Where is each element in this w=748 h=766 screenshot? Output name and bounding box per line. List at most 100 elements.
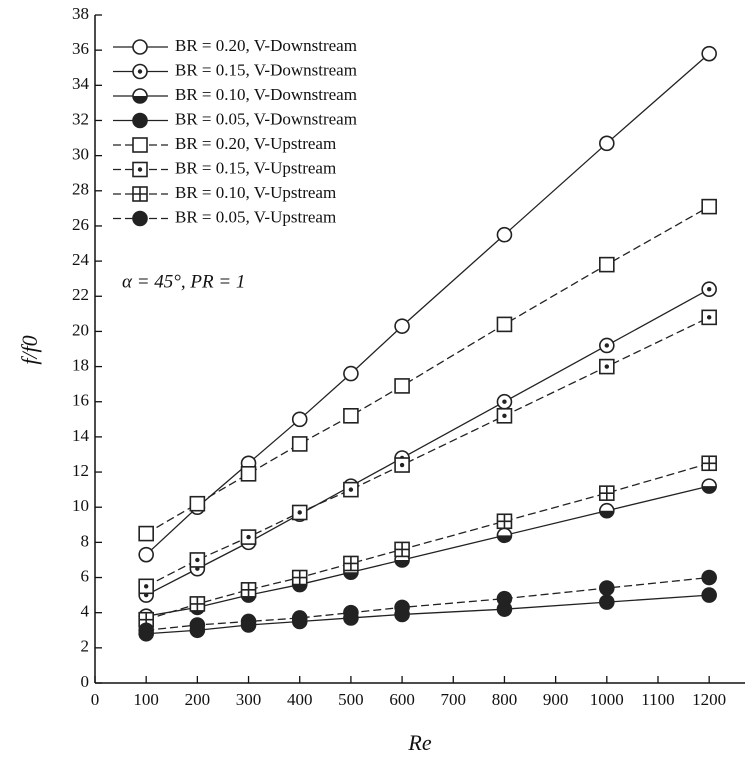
marker-shape xyxy=(343,604,359,621)
marker-half xyxy=(292,584,307,592)
x-tick-label: 1200 xyxy=(692,690,726,709)
marker xyxy=(132,161,148,178)
marker xyxy=(240,466,257,482)
marker xyxy=(496,226,513,243)
y-tick-label: 10 xyxy=(72,496,89,515)
legend-label: BR = 0.20, V-Downstream xyxy=(175,36,357,55)
marker xyxy=(291,504,308,521)
y-tick-label: 36 xyxy=(72,39,89,58)
marker-shape xyxy=(138,622,154,639)
marker-half xyxy=(395,559,410,567)
y-tick-label: 8 xyxy=(81,531,90,550)
marker-dot xyxy=(195,557,200,563)
marker-half xyxy=(599,510,614,518)
series-line xyxy=(146,576,710,631)
marker-shape xyxy=(291,411,308,428)
marker-cross xyxy=(133,187,147,201)
marker-half xyxy=(133,96,147,103)
legend-label: BR = 0.10, V-Downstream xyxy=(175,85,357,104)
marker-shape xyxy=(394,378,410,394)
marker-half xyxy=(497,535,512,543)
marker-shape xyxy=(496,226,513,243)
y-tick-label: 6 xyxy=(81,566,90,585)
marker-cross xyxy=(190,596,205,611)
marker-cross xyxy=(497,514,512,529)
marker-shape xyxy=(132,112,148,129)
marker xyxy=(701,198,717,215)
marker xyxy=(291,569,308,586)
marker xyxy=(599,358,615,375)
legend-label: BR = 0.15, V-Upstream xyxy=(175,158,336,177)
marker-cross xyxy=(599,486,614,501)
x-tick-label: 200 xyxy=(185,690,211,709)
y-tick-label: 38 xyxy=(72,4,89,23)
marker-cross xyxy=(702,456,717,471)
marker xyxy=(189,596,206,612)
marker xyxy=(599,135,615,152)
marker xyxy=(394,318,410,334)
y-tick-label: 14 xyxy=(72,426,90,445)
marker xyxy=(394,378,410,394)
marker xyxy=(496,590,513,607)
y-tick-label: 32 xyxy=(72,109,89,128)
series-line xyxy=(145,316,710,587)
marker xyxy=(132,88,148,104)
marker-shape xyxy=(291,436,308,452)
marker-shape xyxy=(394,599,410,616)
marker-dot xyxy=(246,534,251,540)
marker xyxy=(132,137,148,153)
marker xyxy=(496,407,513,424)
marker-shape xyxy=(701,569,717,586)
marker-dot xyxy=(604,364,610,369)
marker xyxy=(701,309,717,326)
x-tick-label: 700 xyxy=(441,690,467,709)
series-line xyxy=(145,288,710,596)
marker-shape xyxy=(701,45,717,62)
marker xyxy=(701,587,717,603)
marker-shape xyxy=(599,580,615,596)
marker-dot xyxy=(706,287,712,292)
marker-shape xyxy=(138,546,154,563)
y-tick-label: 12 xyxy=(72,461,89,480)
marker-dot xyxy=(604,343,610,348)
x-axis-label: Re xyxy=(407,730,431,755)
marker xyxy=(138,578,154,595)
x-tick-label: 1000 xyxy=(590,690,624,709)
marker xyxy=(138,622,154,639)
marker-shape xyxy=(132,137,148,153)
marker xyxy=(599,502,615,519)
marker xyxy=(496,316,513,333)
marker xyxy=(701,569,717,586)
marker-shape xyxy=(240,466,257,482)
marker-dot xyxy=(137,69,143,74)
series-line xyxy=(145,53,710,556)
x-tick-label: 500 xyxy=(338,690,364,709)
marker xyxy=(599,485,615,501)
marker-shape xyxy=(189,495,206,512)
marker xyxy=(701,45,717,62)
marker-shape xyxy=(701,587,717,603)
marker xyxy=(138,546,154,563)
marker-dot xyxy=(297,510,302,515)
y-tick-label: 30 xyxy=(72,145,89,164)
marker xyxy=(189,617,206,633)
marker xyxy=(138,525,154,542)
marker xyxy=(189,552,206,568)
marker xyxy=(240,613,257,630)
marker-dot xyxy=(137,167,143,172)
y-tick-label: 22 xyxy=(72,285,89,304)
marker xyxy=(343,365,359,382)
marker-shape xyxy=(132,210,148,227)
legend-label: BR = 0.05, V-Upstream xyxy=(175,207,336,226)
x-tick-label: 600 xyxy=(389,690,415,709)
legend-label: BR = 0.05, V-Downstream xyxy=(175,109,357,128)
marker xyxy=(240,582,257,598)
marker-half xyxy=(343,572,358,580)
y-axis-label: f/f0 xyxy=(17,335,42,364)
marker xyxy=(599,337,615,354)
marker xyxy=(132,210,148,227)
marker-dot xyxy=(502,413,507,418)
marker xyxy=(701,455,717,472)
y-tick-label: 28 xyxy=(72,180,89,199)
